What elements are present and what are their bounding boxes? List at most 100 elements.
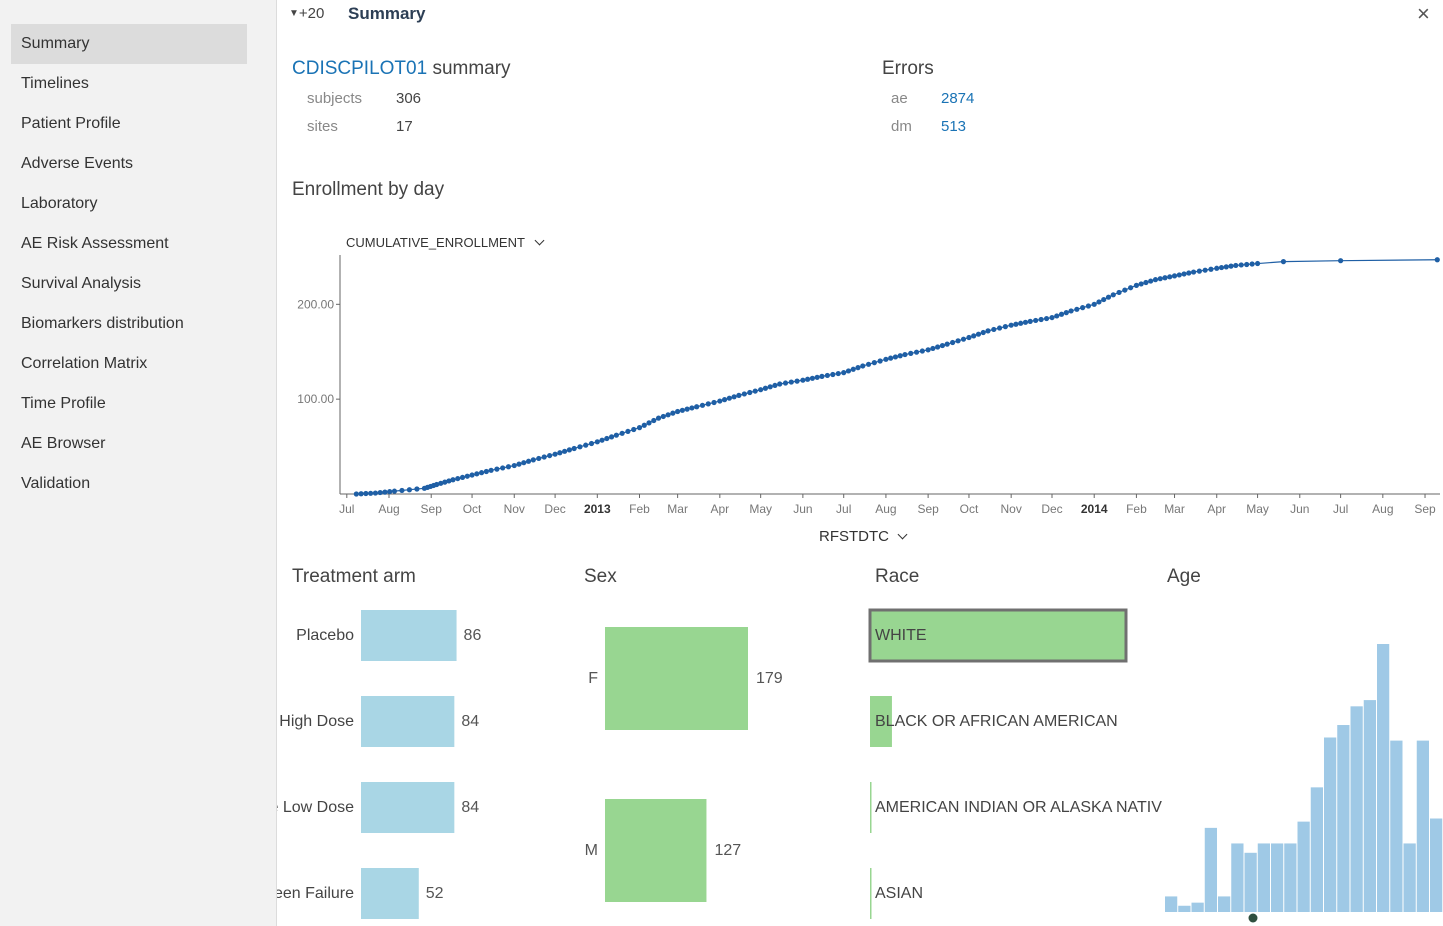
race-bar: [870, 696, 892, 747]
enrollment-point: [871, 360, 877, 366]
summary-count: +20: [298, 5, 325, 22]
enrollment-point: [845, 368, 852, 374]
sex-value: 127: [714, 842, 741, 859]
enrollment-point: [950, 339, 956, 346]
enrollment-point: [679, 407, 685, 413]
subjects-value: 306: [396, 90, 422, 107]
enrollment-point: [1152, 277, 1159, 283]
enrollment-point: [1434, 257, 1440, 263]
sidebar-item-timelines[interactable]: Timelines: [21, 75, 89, 92]
x-tick-label: Aug: [378, 502, 399, 516]
enrollment-point: [711, 399, 717, 406]
enrollment-point: [500, 465, 506, 471]
sidebar-item-ae-risk-assessment[interactable]: AE Risk Assessment: [21, 235, 169, 252]
x-tick-label: Aug: [1372, 502, 1393, 516]
sex-bar: [605, 627, 748, 730]
enrollment-point: [651, 417, 657, 424]
age-slider-handle: [1248, 913, 1258, 923]
enrollment-point: [805, 376, 811, 382]
sites-label: sites: [307, 118, 338, 135]
x-variable-dropdown[interactable]: RFSTDTC: [819, 528, 908, 545]
sidebar-item-biomarkers-distribution[interactable]: Biomarkers distribution: [21, 315, 184, 332]
enrollment-point: [505, 464, 512, 470]
enrollment-point: [913, 349, 920, 355]
age-bar: [1390, 740, 1403, 912]
enrollment-point: [1033, 317, 1039, 324]
x-tick-label: Nov: [1000, 502, 1021, 516]
enrollment-point: [1138, 281, 1144, 287]
enrollment-point: [1133, 282, 1140, 288]
sidebar-item-validation[interactable]: Validation: [21, 475, 91, 492]
enrollment-point: [1008, 322, 1014, 328]
sidebar-item-adverse-events[interactable]: Adverse Events: [21, 155, 134, 172]
age-bar: [1377, 644, 1390, 912]
y-variable-dropdown[interactable]: CUMULATIVE_ENROLLMENT: [346, 235, 545, 250]
study-summary-heading: CDISCPILOT01 summary: [292, 58, 511, 80]
enrollment-point: [446, 478, 452, 484]
enrollment-point: [767, 384, 773, 390]
collapse-toggle[interactable]: ▼+20: [289, 5, 324, 22]
sidebar-item-patient-profile[interactable]: Patient Profile: [21, 115, 121, 132]
age-bar: [1350, 706, 1363, 912]
x-tick-label: Nov: [504, 502, 525, 516]
x-tick-label: Jun: [1290, 502, 1309, 516]
enrollment-chart: 100.00 200.00 Jul Aug Sep Oct Nov Dec 2013 Feb Mar…: [297, 255, 1440, 516]
enrollment-point: [368, 490, 374, 496]
x-tick-label: Apr: [710, 502, 729, 516]
enrollment-point: [608, 434, 615, 440]
sidebar-item-time-profile[interactable]: Time Profile: [21, 395, 106, 412]
enrollment-point: [1280, 259, 1287, 265]
enrollment-point: [641, 422, 647, 428]
error-ae-value[interactable]: 2874: [941, 90, 975, 107]
enrollment-point: [655, 415, 662, 421]
enrollment-point: [1181, 271, 1187, 277]
x-tick-label: Sep: [917, 502, 939, 516]
x-tick-label: Jul: [836, 502, 851, 516]
race-bar: [870, 868, 872, 919]
x-tick-label: Dec: [1041, 502, 1062, 516]
x-tick-label: Dec: [544, 502, 565, 516]
enrollment-point: [1074, 306, 1080, 312]
enrollment-point: [583, 442, 589, 448]
enrollment-title: Enrollment by day: [292, 179, 445, 200]
enrollment-point: [1018, 320, 1024, 326]
enrollment-point: [1116, 289, 1122, 296]
errors-heading: Errors: [882, 58, 934, 79]
enrollment-point: [996, 325, 1003, 331]
enrollment-point: [1027, 318, 1033, 324]
enrollment-point: [925, 347, 931, 353]
age-bar: [1204, 827, 1217, 912]
x-tick-label: Oct: [960, 502, 979, 516]
error-dm-label: dm: [891, 118, 912, 135]
sidebar-item-laboratory[interactable]: Laboratory: [21, 195, 98, 212]
enrollment-point: [944, 341, 950, 347]
enrollment-point: [1244, 261, 1250, 268]
age-bar: [1257, 843, 1270, 912]
sidebar-item-ae-browser[interactable]: AE Browser: [21, 435, 106, 452]
enrollment-point: [908, 350, 914, 356]
sidebar-item-correlation-matrix[interactable]: Correlation Matrix: [21, 355, 148, 372]
age-bar: [1218, 896, 1231, 912]
treatment-bar: [361, 782, 455, 833]
enrollment-point: [372, 490, 378, 496]
enrollment-point: [1101, 296, 1107, 303]
age-bar: [1363, 700, 1376, 912]
enrollment-point: [762, 385, 769, 391]
sidebar-item-summary[interactable]: Summary: [11, 24, 247, 64]
enrollment-point: [455, 475, 461, 482]
x-tick-label: May: [749, 502, 772, 516]
race-bar: [870, 782, 872, 833]
enrollment-point: [991, 326, 997, 333]
enrollment-point: [1038, 316, 1044, 323]
age-title: Age: [1167, 566, 1201, 587]
error-dm-value[interactable]: 513: [941, 118, 967, 135]
study-link[interactable]: CDISCPILOT01: [292, 58, 428, 79]
enrollment-point: [855, 365, 861, 371]
race-label: AMERICAN INDIAN OR ALASKA NATIV: [875, 799, 1162, 816]
enrollment-point: [1238, 262, 1244, 268]
close-icon[interactable]: ×: [1417, 1, 1430, 26]
enrollment-point: [883, 356, 889, 362]
enrollment-point: [1157, 276, 1163, 282]
enrollment-point: [939, 342, 946, 349]
sidebar-item-survival-analysis[interactable]: Survival Analysis: [21, 275, 142, 292]
